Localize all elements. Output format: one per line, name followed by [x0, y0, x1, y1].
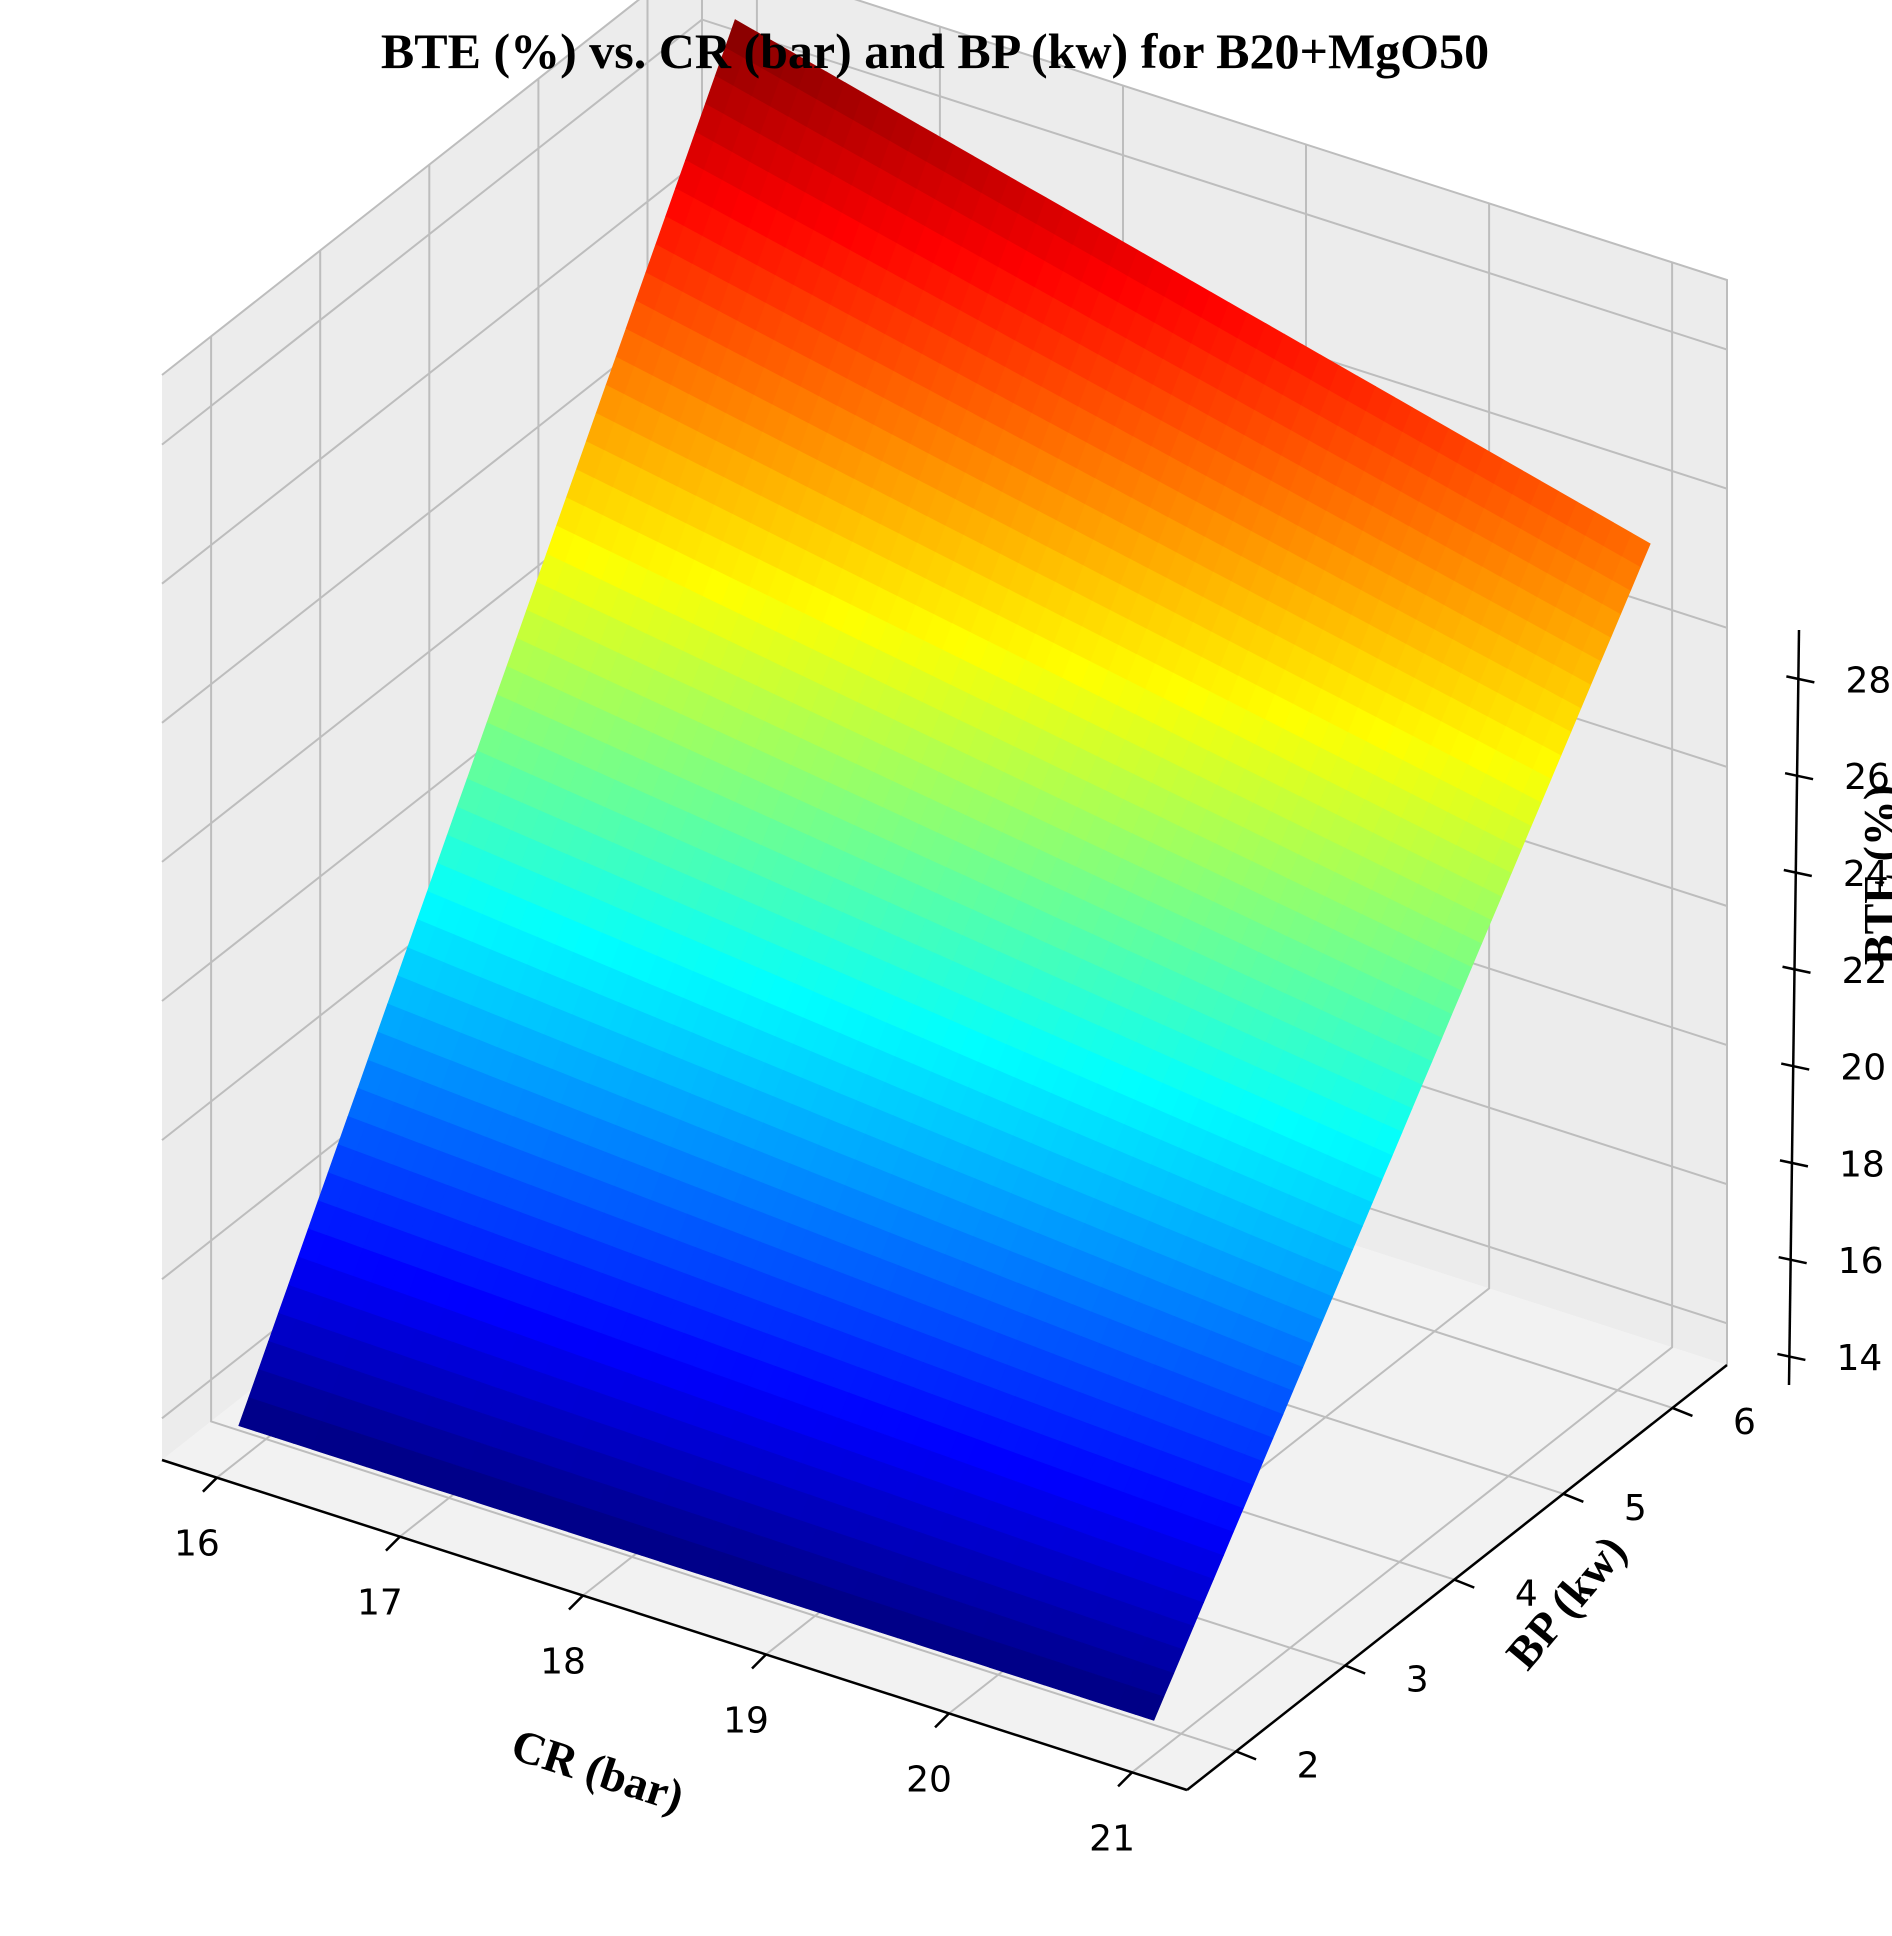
y-tick-label: 5: [1624, 1488, 1647, 1529]
y-tick-mark: [1344, 1664, 1366, 1675]
x-tick-label: 16: [174, 1524, 220, 1565]
x-tick-label: 17: [357, 1583, 403, 1624]
surface-patch: [1135, 1690, 1165, 1721]
z-tick-label: 14: [1836, 1338, 1882, 1379]
y-tick-label: 4: [1515, 1574, 1538, 1615]
z-tick-mark: [1779, 1159, 1809, 1168]
x-gridline: [1131, 262, 1674, 1774]
x-tick-label: 21: [1089, 1818, 1135, 1859]
y-tick-mark: [1235, 1750, 1257, 1761]
z-tick-label: 18: [1839, 1144, 1885, 1185]
x-tick-mark: [751, 1653, 767, 1670]
z-tick-label: 20: [1840, 1048, 1886, 1089]
y-tick-mark: [1453, 1578, 1475, 1589]
x-tick-mark: [568, 1594, 584, 1611]
z-tick-mark: [1784, 771, 1814, 781]
z-tick-mark: [1783, 868, 1813, 878]
y-tick-label: 3: [1406, 1660, 1429, 1701]
x-axis-label: CR (bar): [505, 1719, 690, 1822]
chart-title: BTE (%) vs. CR (bar) and BP (kw) for B20…: [381, 23, 1489, 79]
z-tick-mark: [1780, 1062, 1810, 1071]
z-axis-line: [1787, 629, 1801, 1386]
z-tick-label: 26: [1844, 757, 1890, 798]
x-tick-mark: [934, 1712, 950, 1729]
y-tick-label: 6: [1733, 1402, 1756, 1443]
surface-plot: [238, 19, 1651, 1721]
x-tick-label: 19: [723, 1700, 769, 1741]
z-tick-mark: [1786, 675, 1815, 684]
y-gridline: [210, 336, 1237, 1753]
z-tick-label: 28: [1845, 660, 1891, 701]
x-axis-line: [161, 1458, 1188, 1792]
x-tick-mark: [385, 1535, 401, 1552]
axis-ticks: 16 17 18 19 20 21 2 3 4 5 6 14 16 18 20 22 24 26 28: [174, 660, 1891, 1859]
y-axis-line: [1186, 1364, 1728, 1791]
z-tick-label: 22: [1842, 951, 1888, 992]
pane-edge: [161, 0, 1728, 1365]
x-tick-mark: [202, 1476, 218, 1493]
z-tick-mark: [1777, 1352, 1806, 1362]
x-tick-label: 18: [540, 1642, 586, 1683]
z-tick-label: 24: [1843, 854, 1889, 895]
x-tick-label: 20: [906, 1759, 952, 1800]
z-tick-mark: [1778, 1255, 1807, 1265]
y-tick-label: 2: [1297, 1745, 1320, 1786]
x-tick-mark: [1117, 1771, 1133, 1788]
z-axis-label: BTE (%): [1854, 785, 1892, 965]
z-tick-mark: [1782, 965, 1811, 975]
z-tick-label: 16: [1838, 1241, 1884, 1282]
y-tick-mark: [1671, 1406, 1693, 1418]
y-tick-mark: [1562, 1492, 1584, 1503]
